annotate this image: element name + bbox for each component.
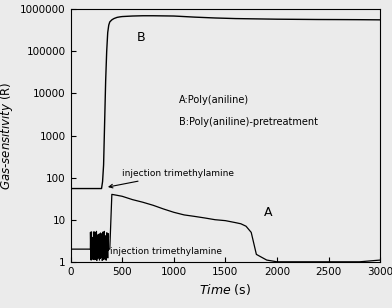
- Text: injection trimethylamine: injection trimethylamine: [109, 169, 234, 188]
- Text: A: A: [263, 206, 272, 219]
- Text: B: B: [137, 30, 145, 44]
- Text: injection trimethylamine: injection trimethylamine: [103, 247, 222, 256]
- X-axis label: $\mathit{Time}$ (s): $\mathit{Time}$ (s): [199, 282, 252, 297]
- Text: A:Poly(aniline): A:Poly(aniline): [179, 95, 249, 105]
- Text: B:Poly(aniline)-pretreatment: B:Poly(aniline)-pretreatment: [179, 117, 318, 127]
- Y-axis label: $\mathit{Gas}$-$\mathit{sensitivity}$ (R): $\mathit{Gas}$-$\mathit{sensitivity}$ (R…: [0, 81, 15, 190]
